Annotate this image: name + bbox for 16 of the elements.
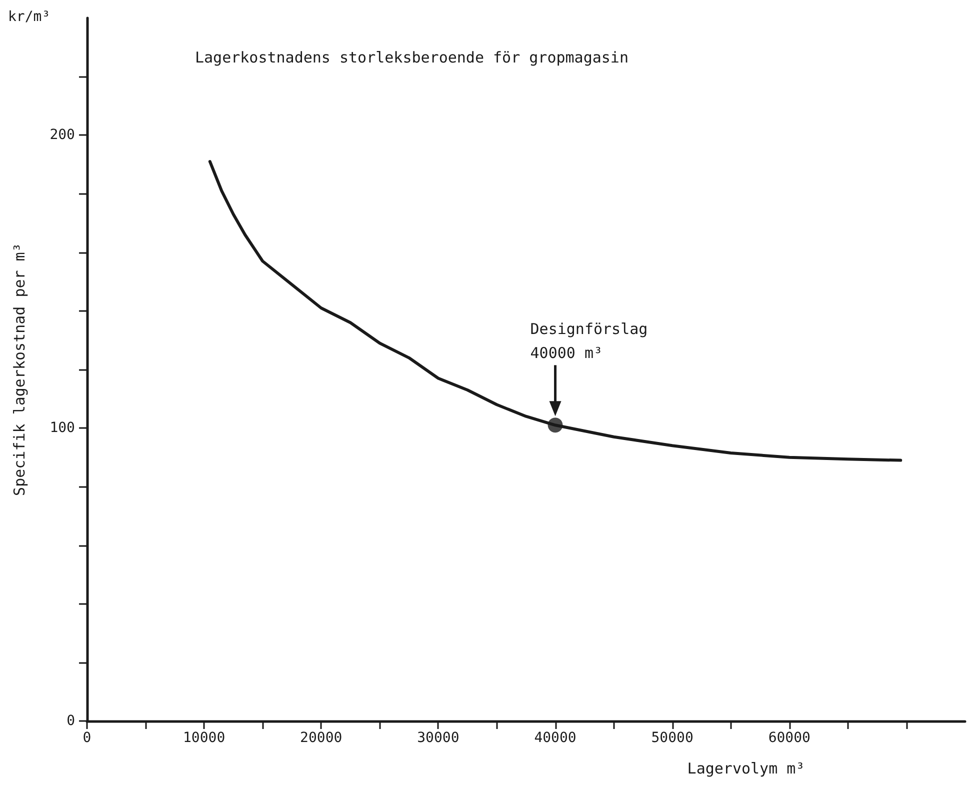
y-axis-title: Specifik lagerkostnad per m³ [10,243,28,496]
y-tick-label: 100 [50,420,75,436]
x-tick-label: 20000 [300,730,342,746]
x-tick-label: 10000 [182,730,226,746]
x-tick-label: 0 [82,730,92,746]
y-tick-label: 200 [50,127,75,144]
line-series [208,160,902,462]
x-tick-label: 50000 [651,730,694,746]
text: kr/m³ [8,9,50,25]
annotation: Designförslag 40000 m³ [530,320,648,362]
x-tick-label: 40000 [534,730,576,746]
x-tick-label: 30000 [417,730,460,746]
y-tick-label: 0 [66,713,75,729]
x-axis-title: Lagervolym m³ [687,760,805,778]
x-tick-label: 60000 [768,730,810,746]
text: Lagerkostnadens storleksberoende för gropmagasin [195,48,628,66]
